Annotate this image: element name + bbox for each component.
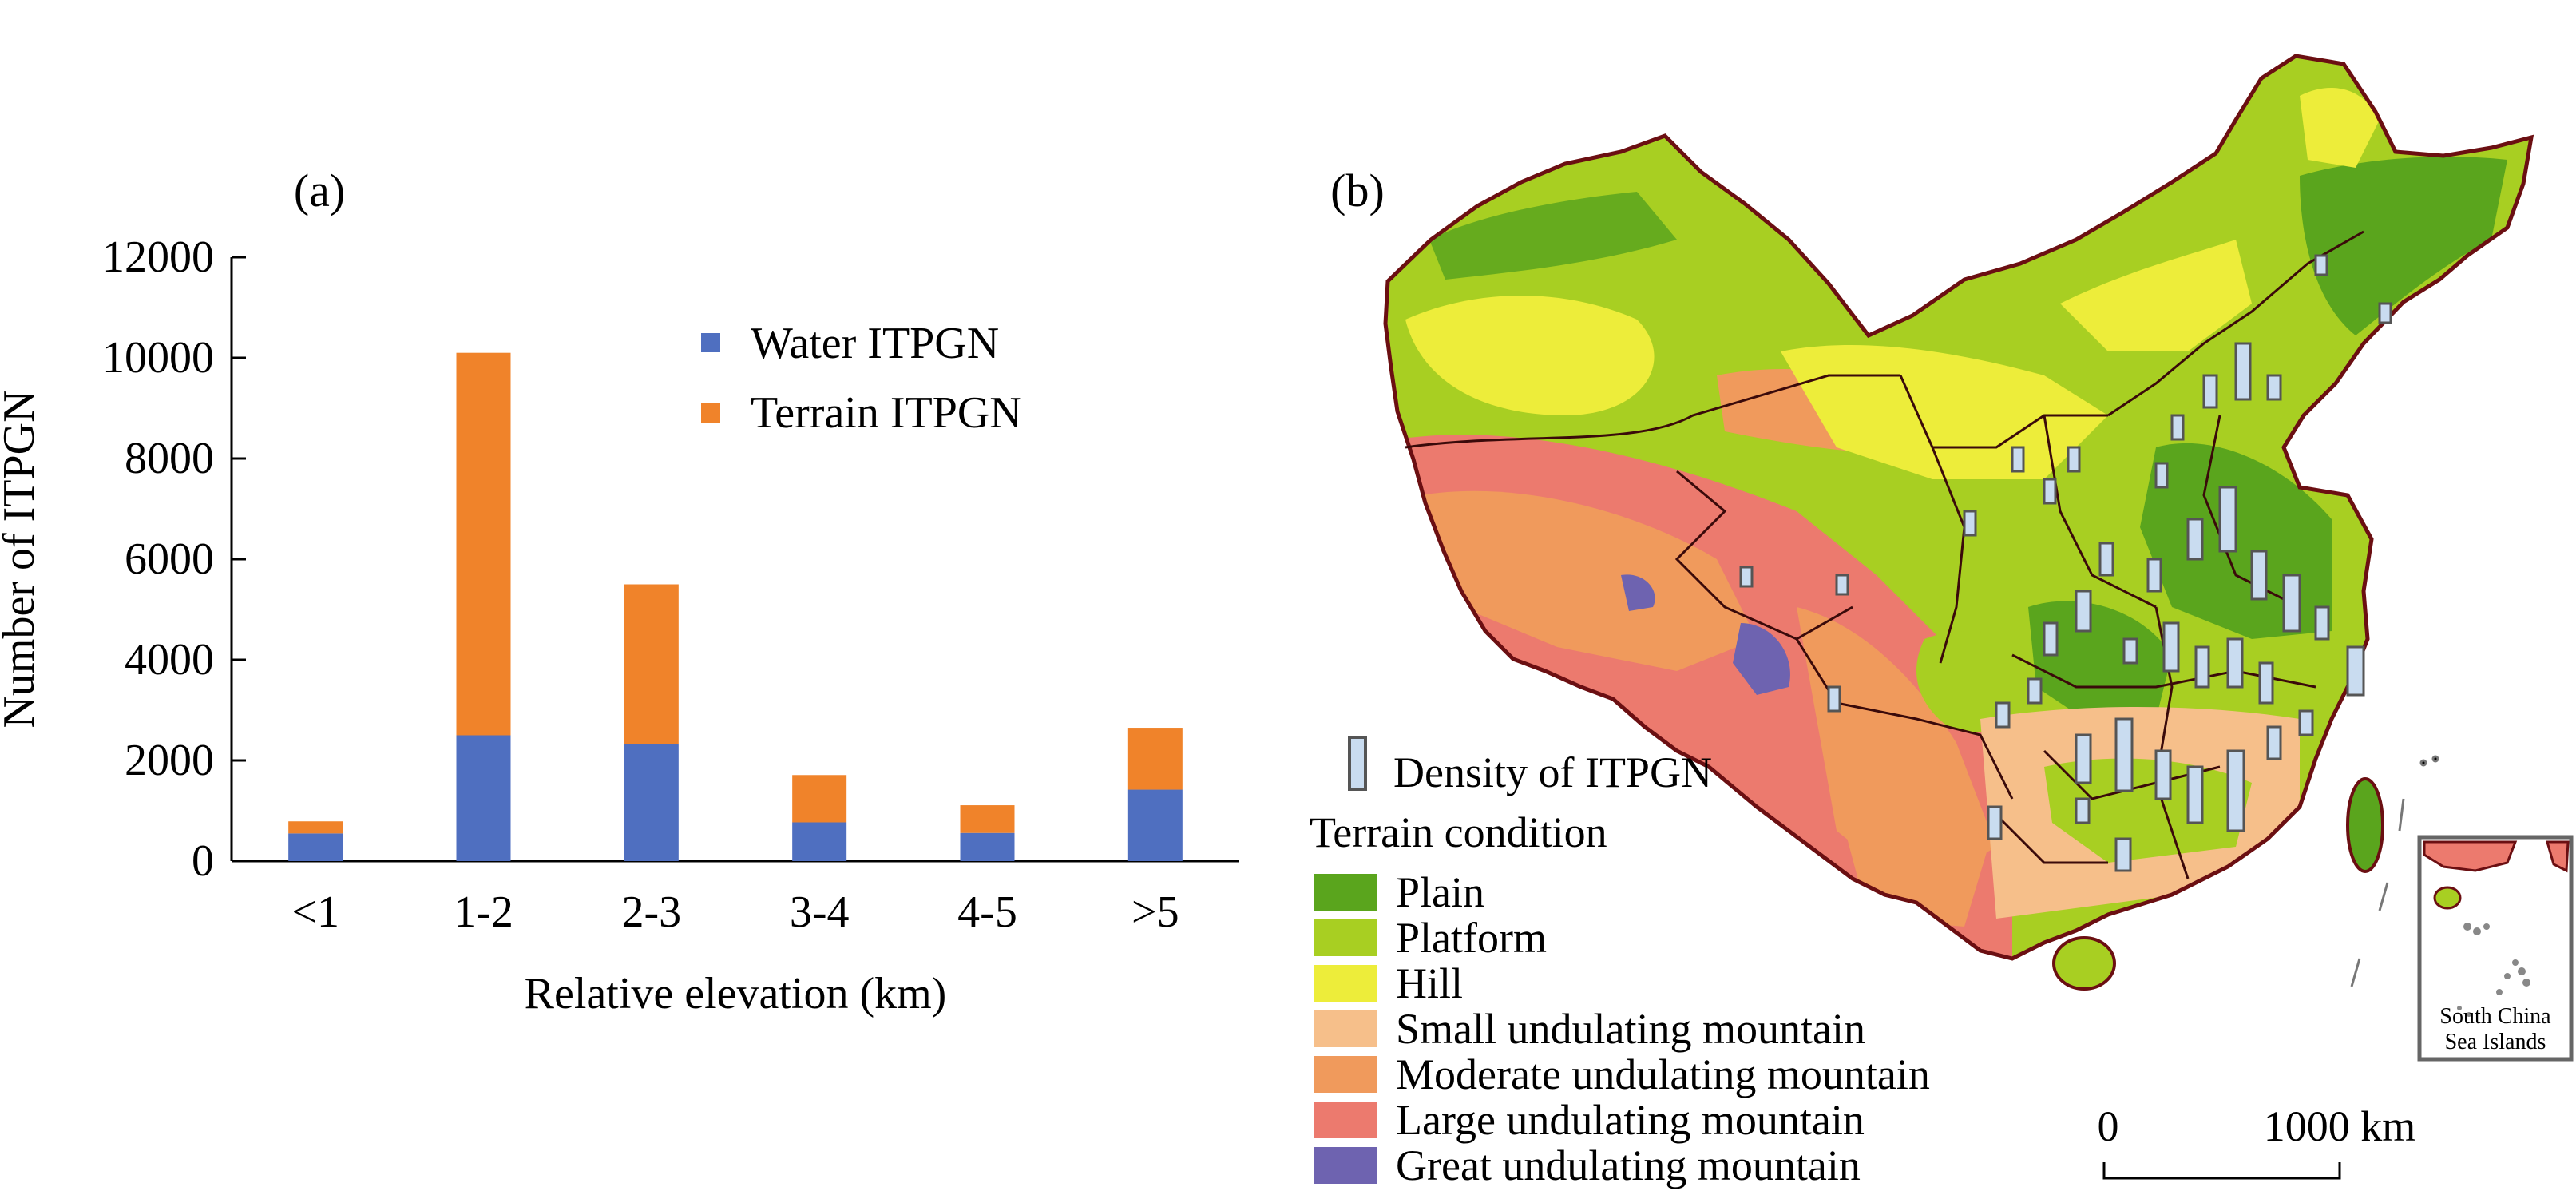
map-legend: Density of ITPGN Terrain condition Plain… [1310, 736, 1930, 1189]
bars [288, 352, 1183, 861]
terrain-label-6: Great undulating mountain [1396, 1141, 1861, 1189]
y-tick-label: 4000 [125, 635, 214, 685]
y-tick-label: 6000 [125, 534, 214, 584]
bar-terrain-0 [288, 821, 343, 834]
x-tick-label: 2-3 [622, 887, 682, 937]
hainan-island [2052, 936, 2116, 991]
inset-frame [2417, 835, 2574, 1062]
terrain-label-3: Small undulating mountain [1396, 1005, 1865, 1053]
x-axis-ticks: <1 1-2 2-3 3-4 4-5 >5 [291, 887, 1179, 937]
terrain-swatch-3 [1314, 1010, 1377, 1047]
bar-water-0 [288, 833, 343, 861]
x-tick-label: >5 [1131, 887, 1179, 937]
terrain-swatch-0 [1314, 874, 1377, 911]
terrain-label-2: Hill [1396, 959, 1463, 1007]
density-legend-label: Density of ITPGN [1393, 748, 1712, 796]
x-tick-label: 3-4 [790, 887, 850, 937]
bar-terrain-1 [456, 352, 511, 736]
x-axis-label: Relative elevation (km) [525, 969, 947, 1018]
map-panel: (b) [1310, 54, 2574, 1189]
x-tick-label: <1 [291, 887, 339, 937]
y-axis-ticks: 0 2000 4000 6000 8000 10000 12000 [102, 232, 246, 886]
south-china-sea-inset: South China Sea Islands [2417, 835, 2574, 1062]
country-border [1383, 54, 2534, 961]
taiwan-island [2346, 777, 2384, 873]
bar-water-5 [1127, 789, 1183, 861]
terrain-swatch-4 [1314, 1056, 1377, 1093]
panel-label-a: (a) [294, 165, 345, 216]
bar-water-1 [456, 735, 511, 861]
terrain-label-0: Plain [1396, 868, 1484, 916]
inset-label-line2: Sea Islands [2445, 1030, 2546, 1054]
bar-terrain-3 [792, 775, 847, 823]
terrain-label-5: Large undulating mountain [1396, 1096, 1865, 1144]
scale-zero-label: 0 [2098, 1102, 2119, 1150]
y-tick-label: 12000 [102, 232, 214, 282]
terrain-swatch-6 [1314, 1147, 1377, 1184]
chart-legend: Water ITPGN Terrain ITPGN [701, 319, 1022, 438]
x-tick-label: 4-5 [957, 887, 1017, 937]
y-tick-label: 10000 [102, 333, 214, 383]
scale-line [2102, 1162, 2341, 1180]
y-axis-label: Number of ITPGN [0, 390, 44, 728]
bar-terrain-4 [960, 805, 1015, 833]
y-tick-label: 0 [192, 836, 214, 886]
bar-terrain-5 [1127, 728, 1183, 790]
bar-water-3 [792, 822, 847, 861]
legend-swatch-water [701, 333, 720, 352]
legend-label-terrain: Terrain ITPGN [751, 388, 1022, 438]
boundary-dashes [2350, 755, 2439, 987]
scale-distance-label: 1000 km [2264, 1102, 2416, 1150]
terrain-swatch-5 [1314, 1102, 1377, 1138]
inset-label-line1: South China [2439, 1004, 2551, 1029]
x-tick-label: 1-2 [454, 887, 513, 937]
density-legend-symbol [1348, 736, 1367, 791]
legend-swatch-terrain [701, 403, 720, 423]
bar-terrain-2 [624, 584, 679, 744]
terrain-label-1: Platform [1396, 914, 1547, 962]
terrain-label-4: Moderate undulating mountain [1396, 1050, 1930, 1098]
bar-chart-panel: (a) 0 2000 4000 6000 8000 10000 12000 <1 1-2 2-3… [0, 165, 1239, 1018]
density-bars [1739, 254, 2392, 872]
bar-water-4 [960, 832, 1015, 861]
terrain-swatch-2 [1314, 965, 1377, 1002]
bar-water-2 [624, 744, 679, 861]
scale-bar: 0 1000 km [2098, 1102, 2416, 1180]
panel-label-b: (b) [1330, 165, 1385, 216]
y-tick-label: 2000 [125, 736, 214, 785]
terrain-swatch-1 [1314, 919, 1377, 956]
legend-label-water: Water ITPGN [751, 319, 999, 368]
y-tick-label: 8000 [125, 434, 214, 483]
terrain-legend-title: Terrain condition [1310, 808, 1607, 856]
